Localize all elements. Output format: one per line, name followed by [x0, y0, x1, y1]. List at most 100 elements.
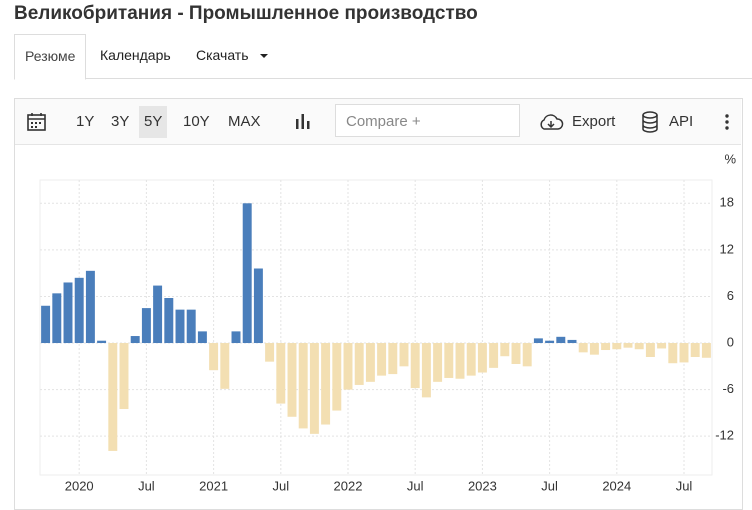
y-unit: % — [724, 151, 736, 166]
bar — [421, 343, 431, 398]
export-button[interactable]: Export — [572, 113, 616, 130]
dropdown-caret — [260, 54, 268, 58]
bar — [309, 343, 319, 434]
bar — [399, 343, 409, 367]
bar — [444, 343, 454, 378]
bar — [657, 343, 667, 349]
bar — [679, 343, 689, 363]
range-button[interactable]: 10Y — [183, 113, 210, 130]
bar — [85, 270, 95, 344]
bar — [354, 343, 364, 385]
bar — [388, 343, 398, 375]
chart-type-icon[interactable] — [294, 113, 312, 131]
bar — [276, 343, 286, 404]
bar — [410, 343, 420, 389]
bar — [321, 343, 331, 425]
y-tick-label: 0 — [727, 334, 734, 349]
bar — [108, 343, 118, 451]
chart: % -12 -6 0 6 12 18 2020 Jul 2021 Jul 2022 Jul 2023 Ju… — [39, 151, 736, 493]
tab[interactable]: Резюме — [14, 34, 87, 80]
tab-bar: Резюме Календарь Скачать — [14, 34, 752, 80]
x-tick-label: Jul — [541, 478, 558, 493]
bar — [130, 336, 140, 344]
bar — [533, 338, 543, 344]
y-tick-label: 18 — [720, 195, 734, 210]
bar — [164, 298, 174, 344]
bar — [153, 285, 163, 344]
bar — [522, 343, 532, 367]
bar — [41, 305, 51, 344]
export-icon[interactable] — [538, 113, 564, 131]
tab[interactable]: Скачать — [196, 47, 249, 63]
toolbar: 1Y 3Y 5Y 10Y MAX Compare + Export API — [15, 99, 741, 145]
bar — [186, 309, 196, 344]
range-button[interactable]: 1Y — [76, 113, 95, 130]
bar — [63, 282, 73, 344]
tab[interactable]: Календарь — [100, 47, 171, 63]
bar — [612, 343, 622, 350]
bar — [455, 343, 465, 379]
bar — [668, 343, 678, 364]
bar — [545, 340, 555, 344]
x-tick-label: Jul — [138, 478, 155, 493]
bar — [242, 203, 252, 344]
bar — [567, 339, 577, 344]
bar — [489, 343, 499, 368]
x-tick-label: Jul — [676, 478, 693, 493]
bar — [589, 343, 599, 355]
y-tick-label: 12 — [720, 241, 734, 256]
bar — [343, 343, 353, 390]
bar — [634, 343, 644, 350]
menu-icon[interactable] — [723, 113, 731, 131]
compare-input[interactable]: Compare + — [335, 104, 520, 137]
bar — [52, 293, 62, 344]
bar — [365, 343, 375, 382]
bar — [511, 343, 521, 364]
bar — [701, 343, 711, 358]
bar — [209, 343, 219, 371]
x-tick-label: 2023 — [468, 478, 497, 493]
bar — [433, 343, 443, 382]
y-tick-label: 6 — [727, 288, 734, 303]
bar — [601, 343, 611, 351]
bar — [332, 343, 342, 411]
x-tick-label: Jul — [407, 478, 424, 493]
bar — [197, 331, 207, 344]
y-tick-label: -12 — [715, 428, 734, 443]
bar — [466, 343, 476, 376]
bar — [220, 343, 230, 389]
bar — [556, 336, 566, 344]
bar — [74, 277, 84, 344]
bar — [645, 343, 655, 357]
x-tick-label: 2024 — [602, 478, 631, 493]
range-button[interactable]: 3Y — [111, 113, 130, 130]
api-button[interactable]: API — [669, 113, 694, 130]
bar — [623, 343, 633, 348]
bar — [578, 343, 588, 353]
plot-area — [39, 179, 713, 476]
x-tick-label: 2020 — [65, 478, 94, 493]
bar — [141, 308, 151, 344]
bar — [287, 343, 297, 417]
bar — [231, 331, 241, 344]
bar — [377, 343, 387, 376]
bar — [298, 343, 308, 429]
page-title: Великобритания - Промышленное производст… — [14, 3, 478, 24]
bar — [690, 343, 700, 357]
bar — [500, 343, 510, 357]
api-icon[interactable] — [641, 111, 659, 133]
calendar-icon[interactable] — [27, 112, 47, 132]
x-tick-label: 2021 — [199, 478, 228, 493]
range-button[interactable]: MAX — [228, 113, 261, 130]
range-button[interactable]: 5Y — [139, 106, 168, 138]
bar — [175, 309, 185, 344]
bar — [477, 343, 487, 373]
bar — [97, 340, 107, 344]
x-tick-label: 2022 — [334, 478, 363, 493]
bar — [265, 343, 275, 362]
y-tick-label: -6 — [722, 381, 734, 396]
bar — [253, 268, 263, 344]
bar — [119, 343, 129, 410]
x-tick-label: Jul — [272, 478, 289, 493]
